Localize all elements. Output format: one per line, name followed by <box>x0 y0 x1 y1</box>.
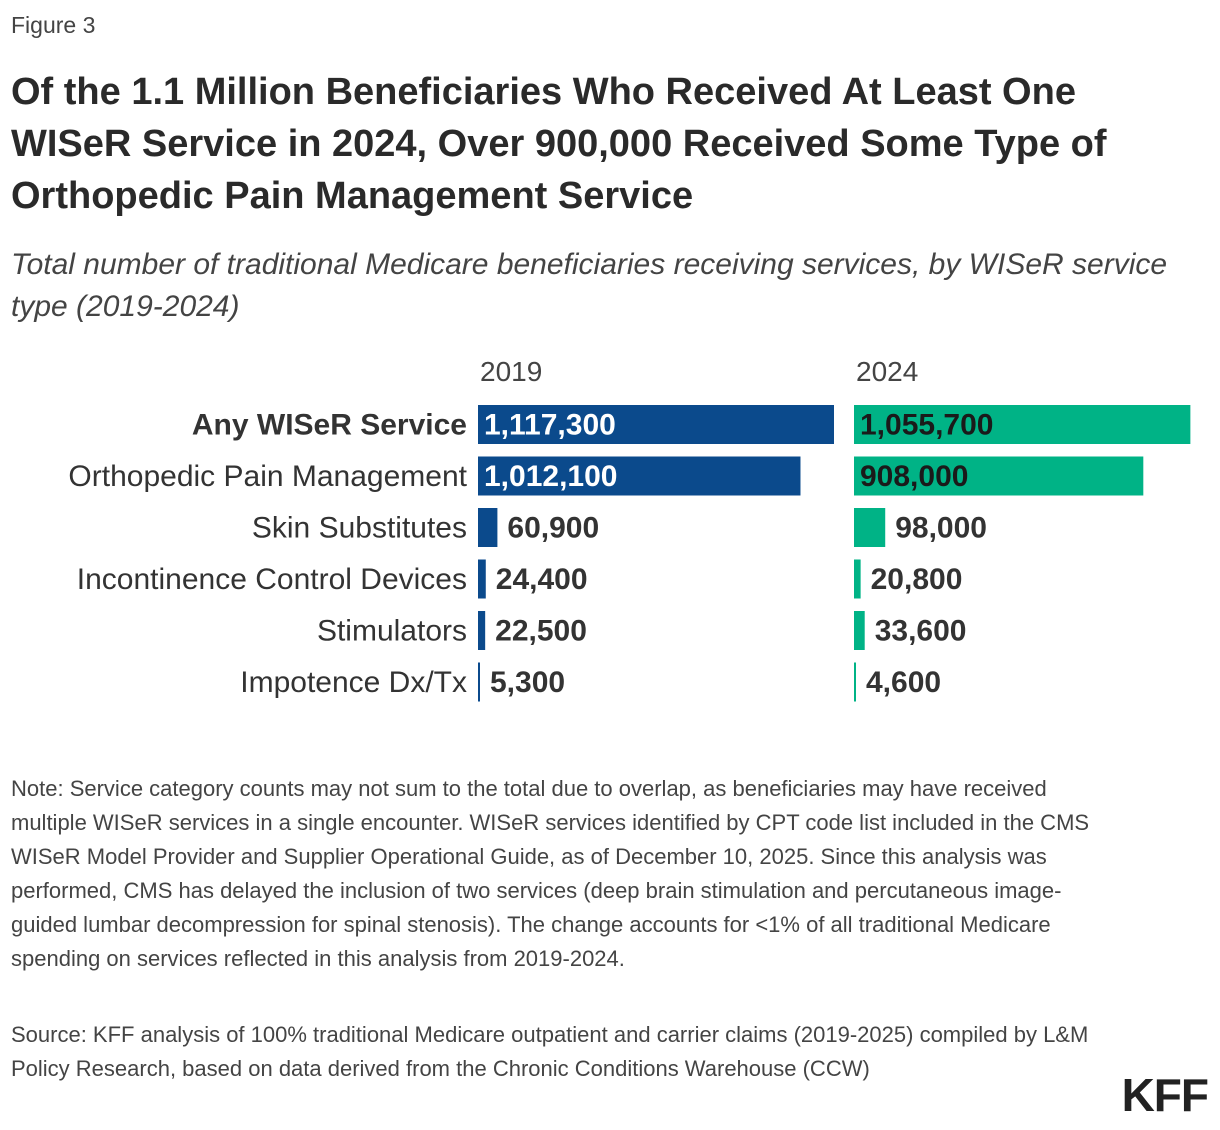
data-label-2019: 60,900 <box>507 512 599 545</box>
chart-source: Source: KFF analysis of 100% traditional… <box>11 1022 1089 1081</box>
series-header-2024: 2024 <box>856 356 918 387</box>
category-label: Stimulators <box>317 615 467 648</box>
bar-2019 <box>478 611 486 650</box>
bar-2019 <box>478 559 486 599</box>
data-label-2024: 908,000 <box>860 460 968 493</box>
data-label-2024: 4,600 <box>866 666 941 699</box>
chart-title: Of the 1.1 Million Beneficiaries Who Rec… <box>11 71 1107 217</box>
bar-2024 <box>854 456 1144 496</box>
data-label-2019: 24,400 <box>496 563 588 596</box>
chart-subtitle: Total number of traditional Medicare ben… <box>11 248 1168 323</box>
data-label-2019: 1,012,100 <box>484 460 617 493</box>
bar-2024 <box>854 611 865 650</box>
data-label-2024: 20,800 <box>871 563 963 596</box>
bar-chart: 2019 2024 Any WISeR Service 1,117,300 1,055,… <box>68 356 1191 702</box>
category-label: Any WISeR Service <box>192 409 467 442</box>
bar-2024 <box>854 662 856 702</box>
kff-logo: KFF <box>1121 1069 1209 1121</box>
bar-2019 <box>478 662 480 702</box>
bar-2019 <box>478 508 498 547</box>
category-label: Skin Substitutes <box>252 512 467 545</box>
bar-2024 <box>854 405 1191 444</box>
bar-2019 <box>478 456 801 496</box>
figure-label: Figure 3 <box>11 12 96 38</box>
category-label: Incontinence Control Devices <box>77 563 467 596</box>
data-label-2024: 33,600 <box>875 615 967 648</box>
data-label-2024: 98,000 <box>895 512 987 545</box>
series-header-2019: 2019 <box>480 356 542 387</box>
data-label-2019: 22,500 <box>495 615 587 648</box>
category-label: Orthopedic Pain Management <box>68 460 467 493</box>
data-label-2024: 1,055,700 <box>860 409 993 442</box>
category-label: Impotence Dx/Tx <box>240 666 467 699</box>
data-label-2019: 1,117,300 <box>484 409 616 442</box>
chart-note: Note: Service category counts may not su… <box>11 776 1090 971</box>
bar-2024 <box>854 559 861 599</box>
bar-2019 <box>478 405 834 444</box>
bar-2024 <box>854 508 886 547</box>
data-label-2019: 5,300 <box>490 666 565 699</box>
